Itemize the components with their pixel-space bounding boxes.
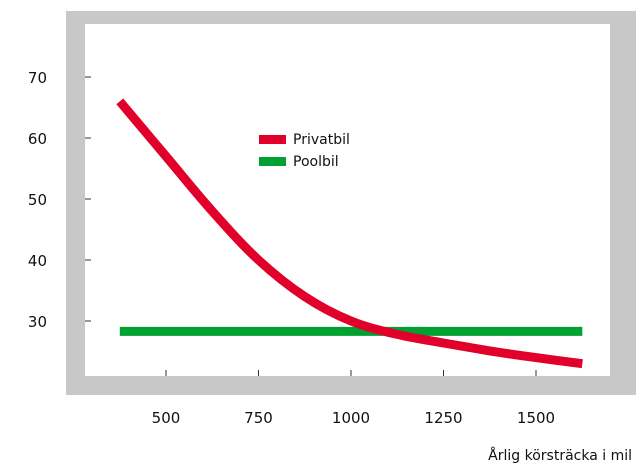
legend-swatch-poolbil [259, 157, 286, 166]
legend: Privatbil Poolbil [259, 132, 350, 170]
x-tick-label: 1250 [424, 409, 462, 427]
legend-swatch-privatbil [259, 135, 286, 144]
legend-label-privatbil: Privatbil [293, 132, 350, 148]
y-axis-ticks: 30 40 50 60 70 [28, 69, 91, 331]
y-tick-label: 50 [28, 191, 47, 209]
x-tick-label: 1000 [332, 409, 370, 427]
x-tick-label: 1500 [517, 409, 555, 427]
legend-label-poolbil: Poolbil [293, 154, 339, 170]
x-tick-label: 750 [244, 409, 273, 427]
x-tick-label: 500 [152, 409, 181, 427]
y-tick-label: 30 [28, 313, 47, 331]
y-tick-label: 70 [28, 69, 47, 87]
y-tick-label: 60 [28, 130, 47, 148]
x-axis-label: Årlig körsträcka i mil [488, 447, 632, 464]
series-line-privatbil [116, 98, 583, 369]
series-layer [116, 98, 583, 369]
x-axis-ticks: 500 750 1000 1250 1500 [152, 370, 555, 427]
y-tick-label: 40 [28, 252, 47, 270]
